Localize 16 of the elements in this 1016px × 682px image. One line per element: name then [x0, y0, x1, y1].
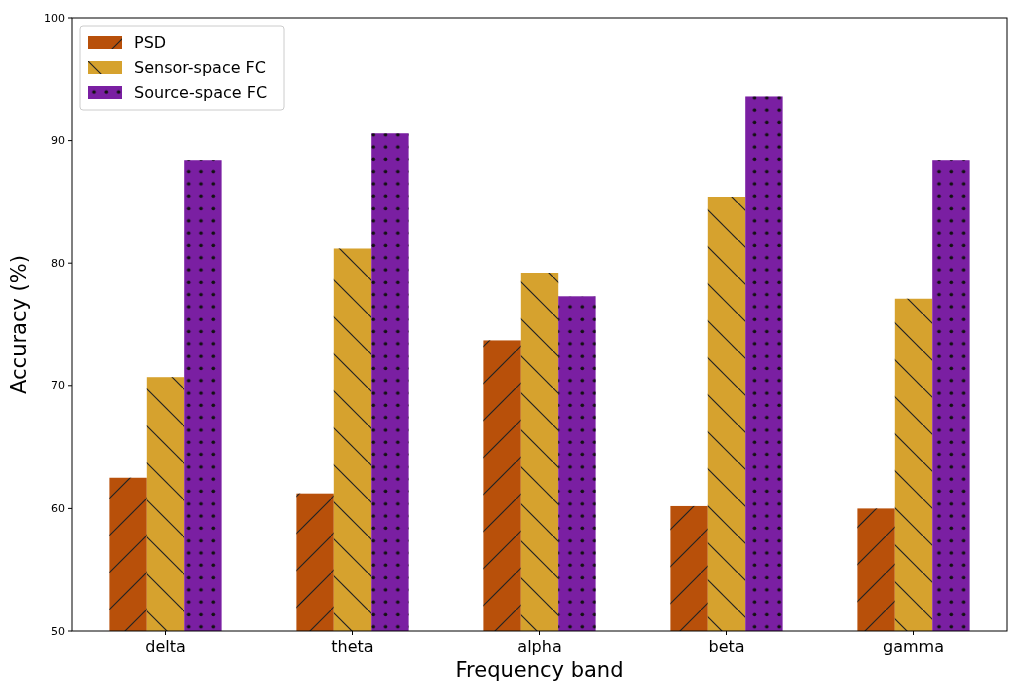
y-tick-label: 100: [44, 11, 65, 25]
x-tick-label: theta: [331, 637, 374, 656]
y-tick-label: 80: [51, 256, 65, 270]
x-tick-label: alpha: [517, 637, 562, 656]
y-tick-label: 50: [51, 624, 65, 638]
legend-label: Source-space FC: [134, 83, 268, 102]
y-tick-label: 90: [51, 134, 65, 148]
x-tick-label: gamma: [883, 637, 944, 656]
y-axis-title: Accuracy (%): [7, 255, 31, 394]
x-tick-label: delta: [145, 637, 186, 656]
legend-label: PSD: [134, 33, 167, 52]
x-axis-title: Frequency band: [455, 658, 624, 682]
legend-label: Sensor-space FC: [134, 58, 266, 77]
x-tick-label: beta: [708, 637, 745, 656]
y-tick-label: 60: [51, 501, 65, 515]
y-tick-label: 70: [51, 379, 65, 393]
